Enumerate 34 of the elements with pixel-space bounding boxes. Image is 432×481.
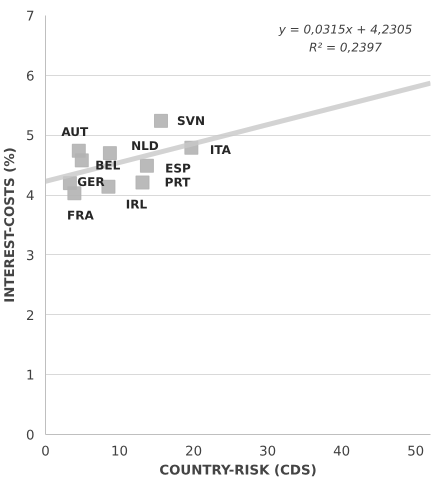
annotation: ITA (210, 142, 232, 157)
point (135, 176, 150, 190)
annotation: IRL (126, 198, 148, 212)
point (67, 186, 82, 200)
annotation: GER (77, 175, 105, 190)
x-tick-label: 50 (407, 444, 424, 460)
annotation: PRT (164, 176, 192, 190)
annotation: FRA (67, 208, 94, 222)
y-axis-title: INTEREST-COSTS (%) (3, 147, 18, 303)
annotation: NLD (131, 139, 159, 154)
annotation: BEL (95, 158, 121, 172)
y-tick-label: 4 (26, 189, 35, 204)
point (154, 114, 168, 128)
y-tick-label: 3 (26, 248, 35, 264)
annotation: R² = 0,2397 (309, 40, 382, 54)
point (74, 153, 89, 168)
x-tick-label: 30 (259, 444, 276, 460)
x-tick-label: 10 (111, 444, 128, 460)
y-tick-label: 6 (26, 69, 35, 84)
x-tick-label: 20 (185, 444, 202, 460)
point (102, 146, 117, 160)
y-tick-label: 1 (26, 368, 35, 384)
annotation: ESP (165, 162, 191, 176)
point (140, 158, 154, 173)
y-tick-label: 2 (26, 308, 35, 324)
y-tick-label: 5 (26, 129, 35, 144)
annotation: AUT (61, 124, 90, 139)
annotation: y = 0,0315x + 4,2305 (278, 22, 412, 36)
annotation: SVN (177, 114, 205, 128)
x-tick-label: 40 (333, 444, 350, 460)
y-tick-label: 0 (26, 428, 35, 444)
x-axis-title: COUNTRY-RISK (CDS) (159, 464, 317, 478)
x-tick-label: 0 (41, 444, 50, 460)
y-tick-label: 7 (26, 10, 35, 24)
